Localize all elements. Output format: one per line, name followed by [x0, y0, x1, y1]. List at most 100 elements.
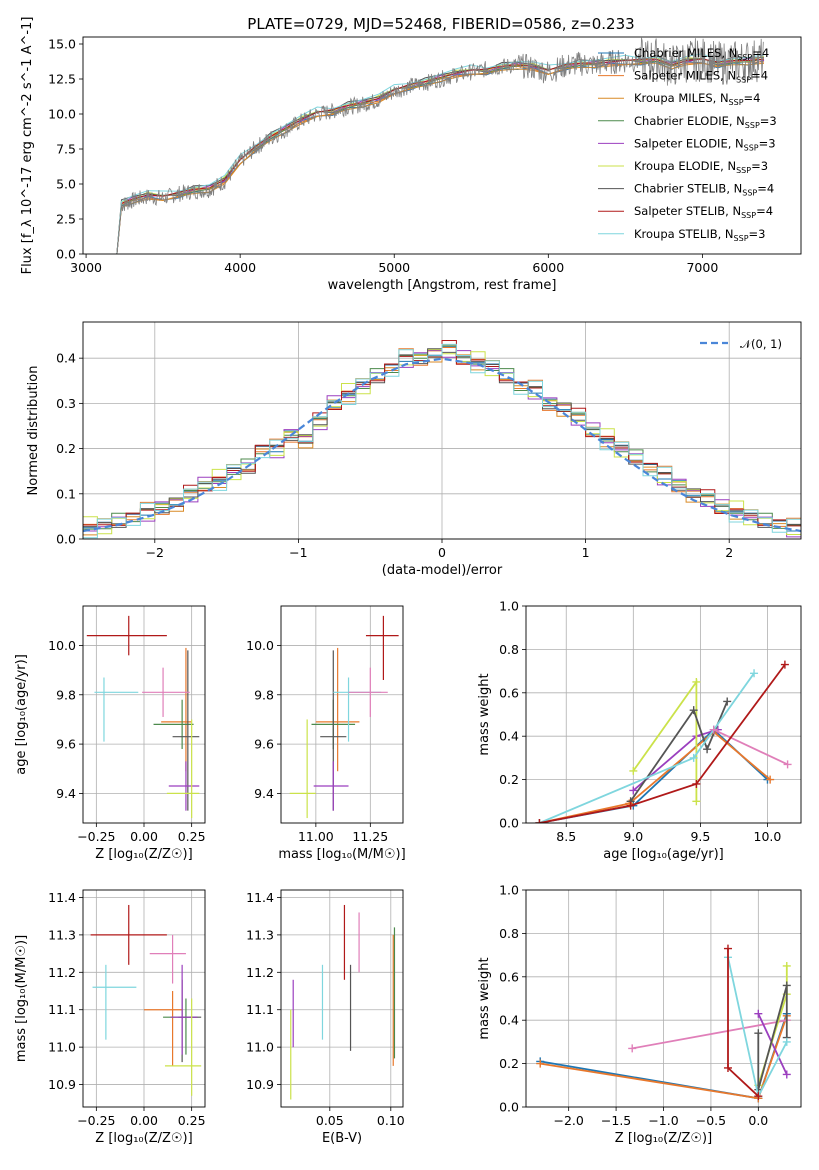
age-vs-Z-ytick-label: 10.0 — [48, 638, 76, 653]
spectrum-ytick-label: 7.5 — [56, 142, 76, 157]
mass-vs-Z-xtick-label: 0.00 — [130, 1113, 158, 1128]
weight-vs-Z-marker — [754, 1009, 763, 1018]
legend-entry: Salpeter ELODIE, NSSP=3 — [634, 136, 776, 152]
weight-vs-Z-xtick-label: −1.5 — [601, 1113, 631, 1128]
axes-layer: 3000 4000 5000 6000 70000.02.55.07.510.012.5… — [14, 17, 802, 1146]
mass-vs-Z-ytick-label: 10.9 — [48, 1077, 76, 1092]
residuals-xtick-label: −1 — [289, 545, 307, 560]
age-vs-Z-axes: −0.25 0.00 0.25 9.4 9.6 9.8 10.0 Z [log₁₀(Z/Z☉)… — [14, 605, 206, 862]
spectrum-ytick-label: 2.5 — [56, 212, 76, 227]
residuals-plot-area — [83, 340, 801, 539]
weight-vs-age-series-line — [713, 728, 788, 766]
weight-vs-Z-xtick-label: −2.0 — [553, 1113, 583, 1128]
residuals-histogram — [83, 343, 801, 539]
spectrum-ytick-label: 0.0 — [56, 247, 76, 262]
weight-vs-age-ytick-label: 0.6 — [499, 685, 519, 700]
residuals-xtick-label: 1 — [582, 545, 590, 560]
weight-vs-age-xtick-label: 9.0 — [623, 829, 643, 844]
weight-vs-Z-marker — [754, 1029, 763, 1038]
spectrum-legend: Chabrier MILES, NSSP=4 Salpeter MILES, NS… — [598, 46, 777, 243]
gaussian-legend-label: 𝒩(0, 1) — [740, 337, 782, 351]
mass-vs-EBV-ytick-label: 11.4 — [246, 890, 274, 905]
weight-vs-Z-marker — [754, 1092, 763, 1101]
weight-vs-age-ytick-label: 0.4 — [499, 729, 519, 744]
weight-vs-age-marker — [535, 819, 544, 823]
mass-vs-Z-ytick-label: 11.1 — [48, 1002, 76, 1017]
age-vs-Z-xtick-label: −0.25 — [77, 829, 115, 844]
age-vs-Z-ytick-label: 9.4 — [56, 786, 76, 801]
weight-vs-age-ytick-label: 1.0 — [499, 599, 519, 614]
mass-vs-EBV-axes: 0.05 0.10 10.9 11.0 11.1 11.2 11.3 11.4 E(B-V) — [246, 889, 405, 1146]
weight-vs-Z-marker — [723, 1063, 732, 1072]
mass-vs-Z-xtick-label: −0.25 — [77, 1113, 115, 1128]
mass-vs-EBV-ytick-label: 10.9 — [246, 1077, 274, 1092]
legend-entry: Salpeter STELIB, NSSP=4 — [634, 204, 773, 220]
spectrum-data-line — [116, 37, 764, 254]
spectrum-xtick-label: 4000 — [224, 260, 256, 275]
mass-vs-EBV-frame — [280, 889, 404, 1108]
weight-vs-age-marker — [626, 801, 635, 810]
weight-vs-age-xtick-label: 8.5 — [556, 829, 576, 844]
weight-vs-Z-plot-area — [536, 944, 791, 1103]
gaussian-curve — [83, 357, 801, 533]
spectrum-xtick-label: 6000 — [532, 260, 564, 275]
age-vs-mass-plot-area — [289, 615, 399, 819]
residuals-xtick-label: −2 — [146, 545, 164, 560]
weight-vs-age-plot-area — [535, 660, 792, 823]
age-vs-mass-ytick-label: 9.6 — [254, 737, 274, 752]
mass-vs-Z-ytick-label: 11.2 — [48, 965, 76, 980]
weight-vs-Z-series-line — [757, 985, 788, 1090]
weight-vs-Z-series-line — [632, 1019, 787, 1050]
weight-vs-Z-ylabel: mass weight — [477, 957, 492, 1039]
weight-vs-age-marker — [723, 697, 732, 706]
legend-entry: Kroupa STELIB, NSSP=3 — [634, 227, 765, 243]
age-vs-Z-xlabel: Z [log₁₀(Z/Z☉)] — [95, 847, 192, 862]
mass-vs-EBV-ytick-label: 11.0 — [246, 1040, 274, 1055]
spectrum-xtick-label: 5000 — [378, 260, 410, 275]
legend-entry: Chabrier ELODIE, NSSP=3 — [634, 114, 777, 130]
weight-vs-age-marker — [750, 669, 759, 678]
age-vs-Z-ylabel: age [log₁₀(age/yr)] — [14, 654, 29, 775]
mass-vs-EBV-plot-area — [290, 904, 396, 1100]
weight-vs-Z-axes: −2.0 −1.5 −1.0 −0.5 0.0 0.0 0.2 0.4 0.6 0.8 1.0 Z [… — [477, 883, 802, 1146]
age-vs-Z-xtick-label: 0.25 — [178, 829, 206, 844]
weight-vs-age-marker — [766, 775, 775, 784]
mass-vs-EBV-xlabel: E(B-V) — [322, 1131, 362, 1146]
mass-vs-EBV-ytick-label: 11.3 — [246, 927, 274, 942]
weight-vs-age-marker — [692, 797, 701, 806]
legend-entry: Kroupa MILES, NSSP=4 — [634, 91, 760, 107]
weight-vs-age-ylabel: mass weight — [477, 673, 492, 755]
residuals-axes: −2 −1 0 1 2 0.0 0.1 0.2 0.3 0.4 𝒩(0, 1) (data-model… — [26, 321, 802, 578]
weight-vs-age-marker — [783, 760, 792, 769]
age-vs-mass-axes: 11.00 11.25 9.4 9.6 9.8 10.0 mass [log₁₀(M/M☉)… — [246, 605, 406, 862]
mass-vs-Z-plot-area — [90, 904, 202, 1096]
spectrum-xlabel: wavelength [Angstrom, rest frame] — [328, 278, 557, 293]
spectrum-xtick-label: 3000 — [70, 260, 102, 275]
mass-vs-EBV-xtick-label: 0.05 — [316, 1113, 344, 1128]
weight-vs-age-marker — [629, 786, 638, 795]
weight-vs-Z-ytick-label: 0.4 — [499, 1013, 519, 1028]
age-vs-mass-xtick-label: 11.00 — [298, 829, 334, 844]
weight-vs-age-xtick-label: 10.0 — [754, 829, 782, 844]
weight-vs-Z-ytick-label: 0.2 — [499, 1056, 519, 1071]
age-vs-Z-ytick-label: 9.6 — [56, 737, 76, 752]
weight-vs-age-marker — [689, 706, 698, 715]
mass-vs-Z-ytick-label: 11.0 — [48, 1040, 76, 1055]
residuals-ytick-label: 0.4 — [56, 351, 76, 366]
mass-vs-Z-ytick-label: 11.4 — [48, 890, 76, 905]
mass-vs-Z-axes: −0.25 0.00 0.25 10.9 11.0 11.1 11.2 11.3 11.4 Z [… — [14, 889, 206, 1146]
mass-vs-Z-xlabel: Z [log₁₀(Z/Z☉)] — [95, 1131, 192, 1146]
residuals-xlabel: (data-model)/error — [382, 563, 503, 578]
spectrum-plot-area — [116, 37, 765, 254]
age-vs-mass-xlabel: mass [log₁₀(M/M☉)] — [278, 847, 405, 862]
weight-vs-age-xtick-label: 9.5 — [690, 829, 710, 844]
mass-vs-EBV-xtick-label: 0.10 — [377, 1113, 405, 1128]
age-vs-mass-ytick-label: 9.8 — [254, 687, 274, 702]
age-vs-mass-frame — [280, 605, 404, 824]
weight-vs-Z-marker — [723, 944, 732, 953]
spectrum-model-line — [116, 54, 765, 254]
weight-vs-Z-xlabel: Z [log₁₀(Z/Z☉)] — [615, 1131, 712, 1146]
weight-vs-Z-xtick-label: 0.0 — [748, 1113, 768, 1128]
